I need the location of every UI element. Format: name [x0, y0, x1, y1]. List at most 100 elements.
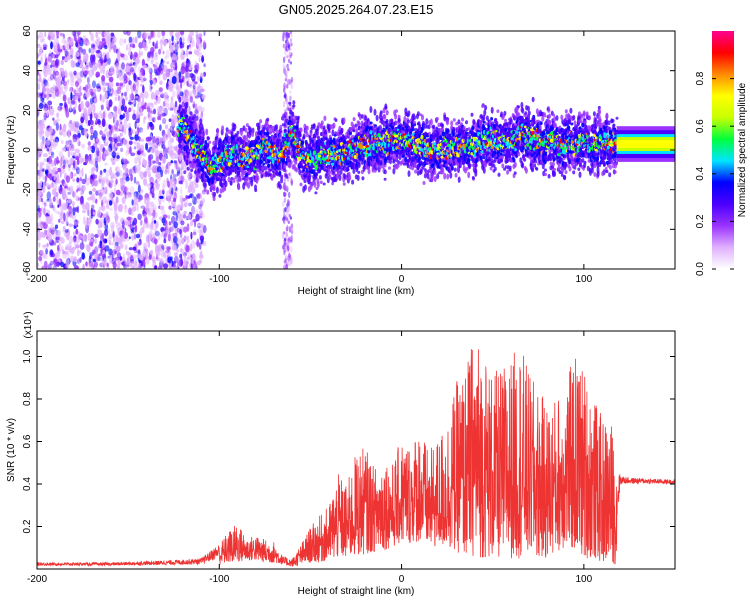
- spectrogram-noise-point: [146, 256, 150, 265]
- spectrogram-noise-point: [95, 121, 98, 126]
- spectrogram-noise-point: [187, 184, 193, 193]
- spectrogram-noise-point: [171, 169, 174, 175]
- spectrogram-noise-point: [40, 197, 44, 203]
- spectrogram-noise-point: [103, 142, 109, 147]
- spectrogram-noise-point: [187, 213, 192, 221]
- spectrogram-noise-point: [79, 242, 85, 250]
- spectrogram-noise-point: [75, 80, 79, 88]
- spectrogram-noise-point: [127, 190, 130, 196]
- spectrogram-noise-point: [137, 265, 140, 269]
- spectrogram-noise-point: [142, 85, 145, 93]
- spectrogram-noise-point: [73, 173, 77, 177]
- spectrogram-noise-point: [92, 187, 96, 192]
- spectrogram-noise-point: [113, 133, 117, 139]
- spectrogram-noise-point: [193, 260, 196, 264]
- spectrogram-noise-point: [179, 194, 184, 204]
- spectrogram-noise-point: [171, 114, 175, 121]
- spectrogram-noise-point: [117, 108, 122, 115]
- spectrogram-noise-point: [154, 228, 157, 234]
- spectrogram-noise-point: [78, 235, 83, 239]
- spectrogram-noise-point: [159, 205, 165, 211]
- spectrogram-noise-point: [138, 197, 141, 203]
- spectrogram-noise-point: [143, 91, 149, 99]
- spectrogram-noise-point: [43, 207, 46, 216]
- spectrogram-noise-point: [77, 249, 80, 257]
- spectrogram-noise-point: [90, 111, 93, 119]
- spectrogram-noise-point: [150, 148, 156, 154]
- spectrogram-noise-point: [169, 226, 174, 232]
- spectrogram-band-point: [283, 168, 287, 173]
- spectrogram-noise-point: [176, 169, 180, 176]
- spectrogram-noise-point: [52, 117, 55, 121]
- spectrogram-noise-point: [125, 65, 131, 73]
- spectrogram-noise-point: [159, 124, 162, 131]
- spectrogram-noise-point: [162, 151, 166, 155]
- spectrogram-noise-point: [76, 177, 80, 183]
- spectrogram-stripe-point: [290, 179, 293, 186]
- spectrogram-noise-point: [123, 126, 127, 135]
- spectrogram-band-point: [293, 115, 297, 123]
- spectrogram-band-point: [280, 174, 284, 179]
- spectrogram-noise-point: [105, 136, 109, 145]
- spectrogram-noise-point: [64, 69, 68, 78]
- spectrogram-stripe-point: [286, 79, 289, 84]
- spectrogram-noise-point: [149, 110, 154, 115]
- spectrogram-noise-point: [121, 231, 126, 238]
- spectrogram-noise-point: [121, 57, 126, 61]
- spectrogram-noise-point: [61, 140, 64, 144]
- spectrogram-noise-point: [70, 59, 74, 65]
- spectrogram-noise-point: [88, 260, 94, 268]
- spectrogram-noise-point: [61, 38, 66, 44]
- spectrogram-noise-point: [126, 257, 131, 266]
- spectrogram-noise-point: [185, 164, 188, 173]
- spectrogram-noise-point: [191, 40, 195, 48]
- spectrogram-noise-point: [62, 249, 65, 255]
- spectrogram-noise-point: [128, 128, 133, 136]
- spectrogram-band-point: [207, 136, 210, 141]
- spectrogram-noise-point: [182, 38, 185, 42]
- spectrogram-noise-point: [49, 145, 53, 154]
- spectrogram-noise-point: [130, 93, 135, 101]
- spectrogram-noise-point: [175, 62, 178, 71]
- spectrogram-noise-point: [62, 80, 67, 87]
- spectrogram-noise-point: [101, 204, 106, 212]
- spectrogram-noise-point: [120, 95, 124, 100]
- spectrogram-noise-point: [92, 258, 97, 263]
- spectrogram-noise-point: [54, 88, 60, 97]
- spectrogram-noise-point: [48, 53, 52, 57]
- spectrogram-noise-point: [114, 207, 118, 216]
- spectrogram-noise-point: [98, 52, 102, 57]
- spectrogram-noise-point: [160, 45, 163, 51]
- spectrogram-noise-point: [94, 237, 97, 245]
- spectrogram-noise-point: [98, 253, 102, 257]
- spectrogram-noise-point: [93, 179, 99, 187]
- spectrogram-noise-point: [123, 54, 129, 61]
- spectrogram-noise-point: [86, 41, 91, 46]
- spectrogram-band-point: [221, 125, 225, 132]
- spectrogram-noise-point: [132, 44, 136, 48]
- spectrogram-noise-point: [185, 198, 189, 208]
- spectrogram-stripe-point: [283, 55, 287, 59]
- spectrogram-noise-point: [139, 71, 142, 80]
- spectrogram-noise-point: [155, 230, 160, 237]
- spectrogram-band-point: [266, 117, 270, 122]
- spectrogram-noise-point: [42, 252, 46, 259]
- spectrogram-noise-point: [136, 126, 140, 136]
- spectrogram-noise-point: [108, 248, 113, 256]
- spectrogram-noise-point: [164, 55, 168, 60]
- spectrogram-noise-point: [147, 66, 152, 73]
- spectrogram-band-point: [204, 173, 208, 179]
- spectrogram-noise-point: [199, 235, 205, 241]
- spectrogram-noise-point: [174, 43, 179, 52]
- spectrogram-noise-point: [63, 212, 66, 222]
- spectrogram-noise-point: [104, 31, 107, 39]
- spectrogram-noise-point: [170, 256, 173, 261]
- spectrogram-noise-point: [188, 66, 193, 70]
- spectrogram-noise-point: [59, 32, 65, 37]
- spectrogram-noise-point: [64, 159, 69, 168]
- spectrogram-noise-point: [191, 73, 196, 82]
- spectrogram-noise-point: [143, 171, 147, 178]
- spectrogram-noise-point: [122, 253, 126, 261]
- spectrogram-noise-point: [119, 114, 124, 120]
- spectrogram-band-point: [216, 127, 220, 135]
